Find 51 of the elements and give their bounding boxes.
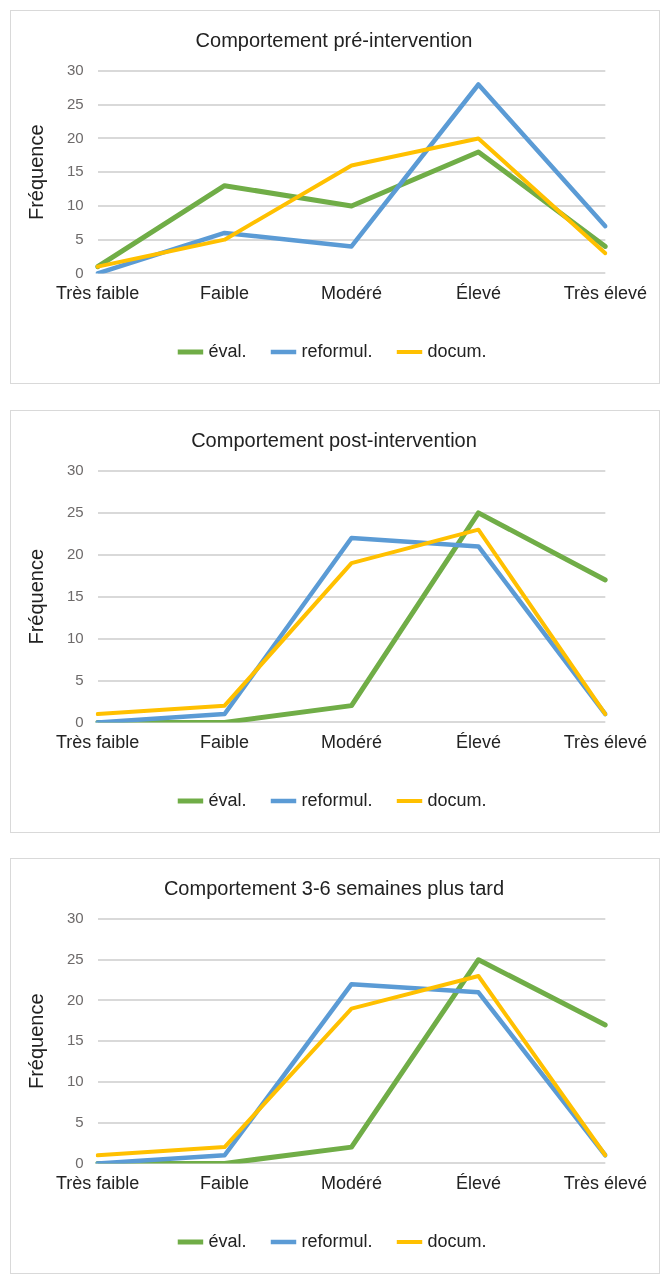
legend-label: éval.: [208, 1230, 247, 1251]
x-tick-label: Très élevé: [563, 732, 648, 753]
y-tick-label: 5: [75, 229, 84, 247]
y-tick-label: 10: [67, 628, 84, 646]
legend-label: éval.: [208, 789, 247, 810]
x-tick-label: Très faible: [56, 1173, 140, 1194]
x-tick-label: Très faible: [56, 732, 140, 753]
chart-title: Comportement post-intervention: [191, 428, 477, 451]
x-tick-label: Modéré: [320, 732, 383, 753]
legend-label: docum.: [427, 789, 487, 810]
y-axis-title: Fréquence: [24, 548, 47, 645]
x-tick-label: Modéré: [320, 283, 383, 304]
legend-label: docum.: [427, 340, 487, 361]
chart-title: Comportement pré-intervention: [195, 28, 473, 51]
y-tick-label: 10: [67, 196, 84, 214]
y-axis-title: Fréquence: [24, 124, 47, 221]
x-tick-label: Faible: [200, 283, 250, 304]
x-tick-label: Faible: [200, 732, 250, 753]
x-tick-label: Élevé: [455, 1173, 501, 1194]
legend-label: reformul.: [301, 340, 373, 361]
x-tick-label: Très élevé: [563, 283, 648, 304]
y-tick-label: 20: [67, 990, 84, 1008]
x-tick-label: Très faible: [56, 283, 140, 304]
y-tick-label: 20: [67, 544, 84, 562]
legend-label: reformul.: [301, 1230, 373, 1251]
y-tick-label: 15: [67, 162, 84, 180]
legend-label: reformul.: [301, 789, 373, 810]
x-tick-label: Modéré: [320, 1173, 383, 1194]
y-tick-label: 0: [75, 1153, 84, 1171]
x-tick-label: Très élevé: [563, 1173, 648, 1194]
y-tick-label: 0: [75, 263, 84, 281]
y-tick-label: 30: [67, 461, 84, 479]
y-tick-label: 5: [75, 1112, 84, 1130]
y-tick-label: 0: [75, 712, 84, 730]
y-tick-label: 10: [67, 1072, 84, 1090]
x-tick-label: Élevé: [455, 732, 501, 753]
y-tick-label: 15: [67, 586, 84, 604]
legend-label: docum.: [427, 1230, 487, 1251]
y-tick-label: 25: [67, 94, 84, 112]
x-tick-label: Élevé: [455, 283, 501, 304]
y-axis-title: Fréquence: [24, 993, 47, 1090]
y-tick-label: 20: [67, 128, 84, 146]
y-tick-label: 30: [67, 61, 84, 79]
legend-label: éval.: [208, 340, 247, 361]
y-tick-label: 25: [67, 503, 84, 521]
y-tick-label: 15: [67, 1031, 84, 1049]
y-tick-label: 25: [67, 949, 84, 967]
chart-title: Comportement 3-6 semaines plus tard: [163, 876, 505, 899]
y-tick-label: 5: [75, 670, 84, 688]
y-tick-label: 30: [67, 909, 84, 927]
x-tick-label: Faible: [200, 1173, 250, 1194]
